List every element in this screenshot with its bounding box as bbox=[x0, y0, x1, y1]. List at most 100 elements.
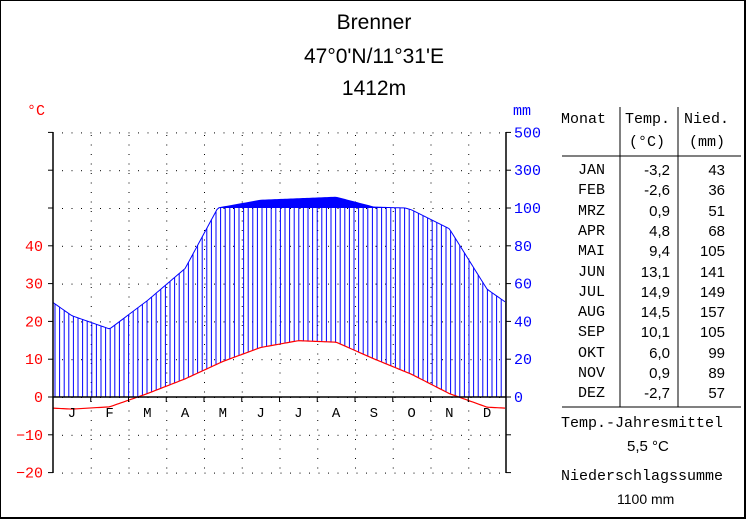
grid-dot bbox=[442, 321, 443, 323]
grid-dot bbox=[355, 344, 356, 345]
grid-dot bbox=[392, 325, 394, 326]
grid-dot bbox=[442, 132, 443, 134]
grid-dot bbox=[451, 245, 453, 247]
grid-dot bbox=[280, 208, 282, 209]
grid-dot bbox=[204, 439, 205, 440]
grid-dot bbox=[90, 448, 92, 450]
grid-dot bbox=[394, 170, 396, 172]
precipitation-line bbox=[52, 196, 506, 330]
grid-dot bbox=[204, 201, 205, 203]
grid-dot bbox=[451, 321, 453, 323]
grid-dot bbox=[204, 277, 205, 279]
grid-dot bbox=[404, 132, 405, 134]
grid-dot bbox=[241, 258, 243, 260]
grid-dot bbox=[356, 472, 358, 474]
grid-dot bbox=[185, 208, 187, 209]
grid-dot bbox=[252, 132, 253, 134]
table-row-prec: 105 bbox=[699, 324, 725, 342]
grid-dot bbox=[147, 132, 149, 134]
grid-dot bbox=[442, 359, 443, 361]
table-row-month: NOV bbox=[578, 365, 606, 382]
grid-dot bbox=[204, 429, 205, 431]
table-row-temp: -2,6 bbox=[644, 182, 670, 200]
grid-dot bbox=[90, 363, 92, 364]
grid-dot bbox=[318, 208, 320, 209]
station-elevation: 1412m bbox=[341, 77, 407, 100]
left-axis-unit: °C bbox=[27, 103, 46, 120]
grid-dot bbox=[461, 434, 462, 436]
annual-prec-value: 1100 mm bbox=[617, 491, 675, 507]
month-label: O bbox=[407, 406, 415, 422]
grid-dot bbox=[392, 458, 394, 459]
grid-dot bbox=[223, 245, 225, 247]
grid-dot bbox=[347, 472, 348, 474]
grid-dot bbox=[355, 315, 356, 317]
grid-dot bbox=[185, 245, 187, 247]
grid-dot bbox=[279, 391, 281, 393]
grid-dot bbox=[128, 230, 130, 231]
grid-dot bbox=[430, 182, 432, 184]
grid-dot bbox=[392, 230, 394, 231]
grid-dot bbox=[128, 439, 130, 440]
grid-dot bbox=[128, 458, 130, 459]
grid-dot bbox=[62, 132, 63, 134]
grid-dot bbox=[128, 220, 130, 222]
grid-dot bbox=[261, 132, 263, 134]
grid-dot bbox=[204, 135, 205, 136]
grid-dot bbox=[375, 208, 377, 209]
grid-dot bbox=[279, 448, 281, 450]
grid-dot bbox=[279, 429, 281, 431]
grid-dot bbox=[461, 208, 462, 209]
grid-dot bbox=[223, 170, 225, 172]
grid-dot bbox=[392, 344, 394, 345]
grid-dot bbox=[204, 448, 205, 450]
grid-dot bbox=[366, 359, 367, 361]
grid-dot bbox=[242, 132, 244, 134]
grid-dot bbox=[392, 363, 394, 364]
grid-dot bbox=[279, 353, 281, 355]
grid-dot bbox=[81, 359, 82, 361]
grid-dot bbox=[279, 182, 281, 184]
grid-dot bbox=[166, 382, 168, 383]
grid-dot bbox=[392, 334, 394, 336]
grid-dot bbox=[166, 391, 168, 393]
grid-dot bbox=[128, 208, 130, 209]
grid-dot bbox=[392, 277, 394, 279]
grid-dot bbox=[461, 245, 462, 247]
grid-dot bbox=[241, 382, 243, 383]
grid-dot bbox=[204, 382, 205, 383]
grid-dot bbox=[317, 249, 319, 250]
grid-dot bbox=[366, 132, 367, 134]
grid-dot bbox=[470, 170, 472, 172]
grid-dot bbox=[128, 163, 130, 165]
grid-dot bbox=[166, 245, 168, 247]
grid-dot bbox=[480, 283, 481, 285]
right-tick-label: 20 bbox=[514, 352, 532, 369]
grid-dot bbox=[328, 208, 329, 209]
grid-dot bbox=[328, 472, 329, 474]
grid-dot bbox=[392, 372, 394, 374]
grid-dot bbox=[90, 429, 92, 431]
grid-dot bbox=[432, 434, 434, 436]
grid-dot bbox=[90, 230, 92, 231]
month-label: M bbox=[143, 406, 151, 422]
grid-dot bbox=[233, 132, 234, 134]
grid-dot bbox=[430, 287, 432, 288]
table-row-temp: 14,9 bbox=[640, 283, 670, 301]
grid-dot bbox=[355, 144, 356, 146]
grid-dot bbox=[375, 472, 377, 474]
table-row-month: JUL bbox=[578, 283, 606, 301]
grid-dot bbox=[128, 434, 130, 436]
grid-dot bbox=[185, 132, 187, 134]
grid-dot bbox=[195, 283, 196, 285]
grid-dot bbox=[480, 321, 481, 323]
grid-dot bbox=[317, 458, 319, 459]
grid-dot bbox=[356, 132, 358, 134]
grid-dot bbox=[214, 132, 215, 134]
grid-dot bbox=[90, 211, 92, 212]
grid-dot bbox=[157, 359, 158, 361]
grid-dot bbox=[81, 245, 82, 247]
grid-dot bbox=[157, 472, 158, 474]
grid-dot bbox=[233, 170, 234, 172]
grid-dot bbox=[337, 283, 339, 285]
